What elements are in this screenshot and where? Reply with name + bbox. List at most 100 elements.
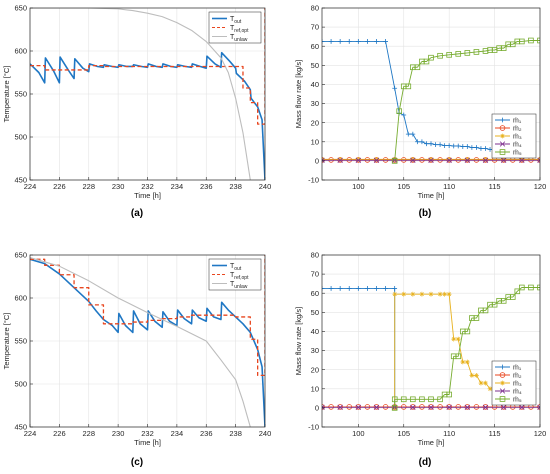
- tick-label-x: 120: [534, 182, 547, 191]
- marker-cross: [482, 157, 489, 163]
- legend-label: Tref,opt: [230, 272, 249, 281]
- marker-plus: [419, 139, 425, 145]
- marker-square: [500, 298, 507, 304]
- marker-asterisk: [419, 291, 425, 297]
- marker-square: [464, 328, 471, 335]
- marker-square: [437, 396, 443, 403]
- marker-asterisk: [392, 291, 398, 297]
- tick-label-x: 228: [82, 182, 95, 191]
- marker-cross: [537, 404, 540, 410]
- marker-plus: [392, 85, 398, 91]
- series-group: [322, 284, 540, 411]
- marker-plus: [374, 286, 379, 291]
- y-axis-label: Temperature [°C]: [2, 66, 11, 123]
- series-line: [394, 40, 540, 161]
- marker-plus: [437, 142, 443, 148]
- tick-label-y: 60: [311, 289, 319, 298]
- marker-cross: [355, 404, 362, 410]
- marker-asterisk: [469, 373, 475, 378]
- marker-plus: [346, 39, 352, 44]
- legend-label: ṁ₅: [513, 396, 522, 403]
- marker-plus: [374, 39, 379, 44]
- legend-label: Tout: [230, 263, 242, 272]
- x-axis-label: Time [h]: [134, 191, 161, 200]
- tick-label-x: 100: [352, 182, 365, 191]
- marker-plus: [460, 144, 466, 149]
- tick-label-x: 226: [53, 429, 66, 438]
- tick-label-x: 236: [200, 429, 213, 438]
- marker-square: [396, 108, 403, 115]
- marker-cross: [519, 157, 525, 163]
- legend-label: ṁ₁: [513, 364, 522, 371]
- marker-plus: [365, 286, 370, 291]
- marker-plus: [355, 39, 361, 44]
- marker-cross: [499, 141, 506, 147]
- tick-label-x: 105: [397, 182, 410, 191]
- legend-label: ṁ₃: [513, 133, 522, 140]
- x-axis-label: Time [h]: [418, 191, 445, 200]
- tick-label-y: 550: [14, 337, 27, 346]
- tick-label-y: 40: [311, 327, 319, 336]
- tick-label-x: 238: [229, 182, 242, 191]
- tick-label-y: 500: [14, 380, 27, 389]
- marker-plus: [451, 143, 457, 149]
- marker-asterisk: [337, 156, 343, 162]
- marker-square: [428, 54, 434, 61]
- marker-square: [446, 52, 452, 58]
- marker-asterisk: [460, 359, 466, 365]
- tick-label-x: 240: [259, 182, 272, 191]
- panel-label: (c): [131, 457, 143, 468]
- marker-plus: [500, 364, 505, 370]
- x-axis-label: Time [h]: [418, 438, 445, 447]
- marker-cross: [519, 404, 525, 410]
- tick-label-y: 50: [311, 61, 319, 70]
- tick-label-x: 232: [141, 429, 154, 438]
- series-line: [30, 8, 265, 125]
- marker-square: [473, 49, 480, 55]
- marker-square: [500, 45, 507, 51]
- tick-label-x: 228: [82, 429, 95, 438]
- tick-label-y: 0: [315, 403, 319, 412]
- marker-asterisk: [374, 156, 379, 162]
- legend-label-sub: unlaw: [234, 37, 247, 43]
- tick-label-y: -10: [308, 423, 319, 432]
- legend-label-main: T: [230, 263, 235, 270]
- tick-label-x: 234: [171, 182, 184, 191]
- marker-asterisk: [478, 380, 484, 386]
- tick-label-y: 0: [315, 156, 319, 165]
- legend-label-sub: ref,opt: [234, 28, 249, 34]
- tick-label-x: 115: [489, 182, 501, 191]
- marker-circle: [499, 125, 506, 131]
- legend-label: ṁ₃: [513, 380, 522, 387]
- panel-label: (d): [419, 457, 432, 468]
- tick-label-x: 115: [489, 429, 501, 438]
- tick-label-y: 20: [311, 118, 319, 127]
- tick-label-y: 30: [311, 99, 319, 108]
- marker-cross: [322, 157, 325, 163]
- marker-square: [410, 396, 416, 403]
- marker-square: [414, 64, 421, 71]
- marker-square: [437, 52, 443, 59]
- tick-label-y: -10: [308, 176, 319, 185]
- marker-cross: [337, 157, 343, 163]
- marker-square: [499, 396, 506, 402]
- tick-label-x: 230: [112, 429, 125, 438]
- marker-cross: [410, 157, 416, 163]
- series-line: [394, 287, 540, 408]
- marker-plus: [328, 286, 334, 291]
- marker-asterisk: [446, 291, 452, 297]
- legend-label-sub: out: [234, 266, 242, 272]
- marker-plus: [392, 286, 398, 291]
- marker-asterisk: [446, 156, 452, 162]
- marker-plus: [410, 131, 416, 137]
- marker-asterisk: [437, 291, 443, 297]
- marker-plus: [474, 145, 479, 150]
- legend-label: ṁ₄: [513, 388, 522, 395]
- y-axis-label: Mass flow rate [kg/s]: [294, 60, 303, 128]
- marker-square: [473, 315, 480, 321]
